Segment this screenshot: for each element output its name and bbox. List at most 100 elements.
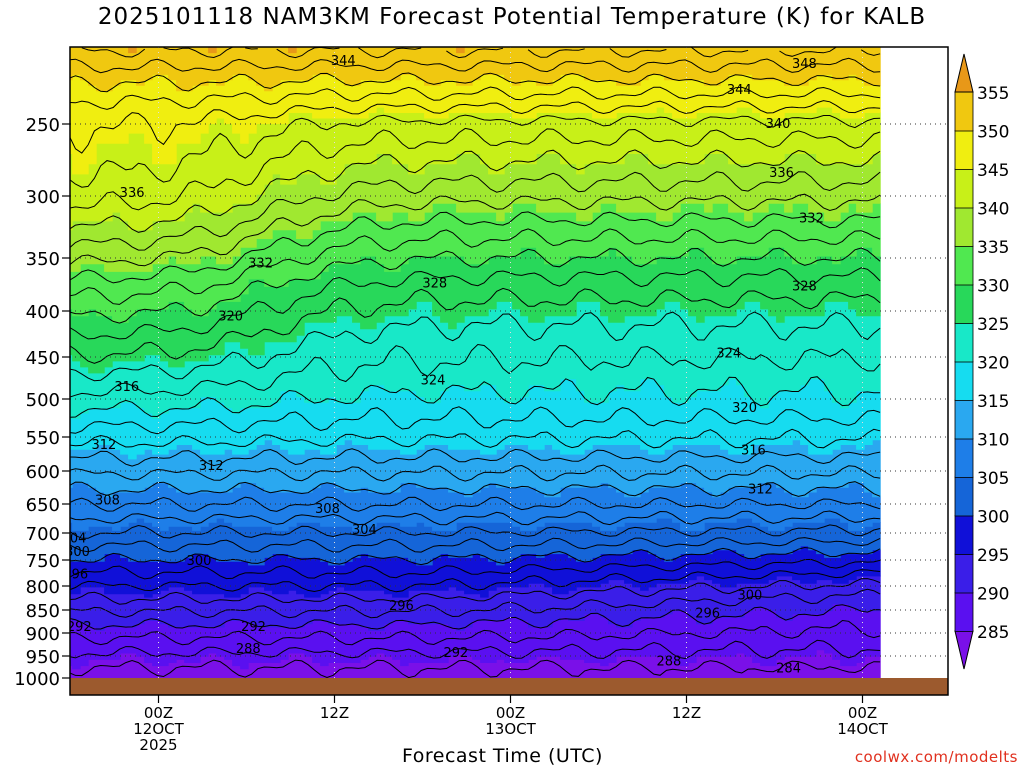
y-tick-label: 650	[26, 495, 60, 516]
contour-label: 296	[63, 568, 88, 583]
theta-band-13	[70, 74, 881, 175]
colorbar-min-arrow	[954, 630, 974, 670]
x-tick-label: 13OCT	[485, 720, 536, 738]
theta-band-8	[70, 301, 881, 419]
contour-338	[70, 171, 881, 251]
colorbar-swatch	[954, 438, 974, 478]
colorbar-swatch	[954, 322, 974, 363]
colorbar-label: 310	[977, 431, 1009, 451]
colorbar-label: 300	[977, 508, 1009, 528]
chart-title: 2025101118 NAM3KM Forecast Potential Tem…	[97, 4, 927, 30]
contour-340	[70, 149, 881, 233]
colorbar-swatch	[954, 91, 974, 132]
contour-302	[70, 537, 881, 553]
colorbar-label: 290	[977, 585, 1009, 605]
credit-link[interactable]: coolwx.com/modelts	[854, 748, 1018, 766]
colorbar-label: 285	[977, 623, 1009, 643]
contour-label: 336	[120, 186, 145, 201]
contour-344	[70, 114, 881, 188]
contour-288	[70, 619, 881, 646]
contour-label: 320	[732, 401, 757, 416]
contour-350	[70, 72, 881, 93]
theta-band-0	[70, 649, 881, 678]
x-tick-label: 12Z	[672, 704, 701, 722]
contour-label: 332	[248, 256, 273, 271]
theta-band-7	[70, 378, 881, 460]
y-tick-label: 850	[26, 601, 60, 622]
contour-284	[70, 659, 881, 678]
colorbar-label: 340	[977, 200, 1009, 220]
contour-label: 320	[218, 310, 243, 325]
contour-352	[70, 57, 881, 74]
contour-label: 312	[92, 438, 117, 453]
contour-334	[70, 211, 881, 284]
contour-label: 312	[199, 459, 224, 474]
colorbar-label: 315	[977, 392, 1009, 412]
contour-label: 312	[748, 482, 773, 497]
contour-label: 300	[65, 545, 90, 560]
contour-label: 296	[695, 607, 720, 622]
contour-332	[70, 228, 881, 305]
colorbar-swatch	[954, 592, 974, 632]
contour-328	[70, 267, 881, 340]
contour-label: 292	[241, 620, 266, 635]
contour-label: 324	[421, 374, 446, 389]
colorbar-swatch	[954, 207, 974, 247]
contour-label: 304	[352, 523, 377, 538]
y-tick-label: 600	[26, 462, 60, 483]
colorbar-label: 350	[977, 123, 1009, 143]
contour-label: 296	[389, 599, 414, 614]
x-tick-label: 00Z	[496, 704, 525, 722]
contour-label: 324	[716, 346, 741, 361]
contour-label: 328	[792, 280, 817, 295]
contour-304	[70, 524, 881, 539]
colorbar-swatch	[954, 168, 974, 209]
contour-286	[70, 639, 881, 660]
ground-bar	[70, 678, 948, 695]
colorbar-label: 295	[977, 546, 1009, 566]
contour-310	[70, 481, 881, 497]
contour-320	[70, 376, 881, 418]
x-tick-label: 2025	[139, 736, 177, 754]
y-tick-label: 700	[26, 524, 60, 545]
colorbar-swatch	[954, 515, 974, 555]
x-tick-label: 12OCT	[133, 720, 184, 738]
theta-band-9	[70, 247, 881, 374]
contour-330	[70, 247, 881, 324]
colorbar-swatch	[954, 476, 974, 517]
y-tick-label: 400	[26, 302, 60, 323]
colorbar-label: 305	[977, 469, 1009, 489]
contour-306	[70, 510, 881, 526]
contour-326	[70, 287, 881, 364]
theta-band-1	[70, 603, 881, 670]
colorbar-label: 320	[977, 354, 1009, 374]
contour-314	[70, 448, 881, 467]
x-tick-label: 12Z	[320, 704, 349, 722]
y-tick-label: 500	[26, 390, 60, 411]
contour-label: 332	[799, 211, 824, 226]
colorbar-label: 335	[977, 238, 1009, 258]
colorbar-swatch	[954, 553, 974, 594]
colorbar-swatch	[954, 361, 974, 401]
contour-300	[70, 546, 881, 566]
contour-label: 336	[769, 166, 794, 181]
contour-296	[70, 569, 881, 593]
colorbar-label: 345	[977, 161, 1009, 181]
colorbar-label: 355	[977, 84, 1009, 104]
contour-318	[70, 406, 881, 435]
contour-298	[70, 558, 881, 580]
contour-346	[70, 100, 881, 154]
colorbar-max-arrow	[954, 53, 974, 93]
contour-label: 292	[67, 620, 92, 635]
y-tick-label: 350	[26, 249, 60, 270]
contour-label: 316	[741, 444, 766, 459]
contour-label: 348	[792, 57, 817, 72]
colorbar-swatch	[954, 245, 974, 286]
contour-324	[70, 311, 881, 382]
contour-294	[70, 578, 881, 605]
y-tick-label: 450	[26, 348, 60, 369]
colorbar-label: 330	[977, 277, 1009, 297]
contour-342	[70, 127, 881, 211]
y-tick-label: 250	[26, 115, 60, 136]
